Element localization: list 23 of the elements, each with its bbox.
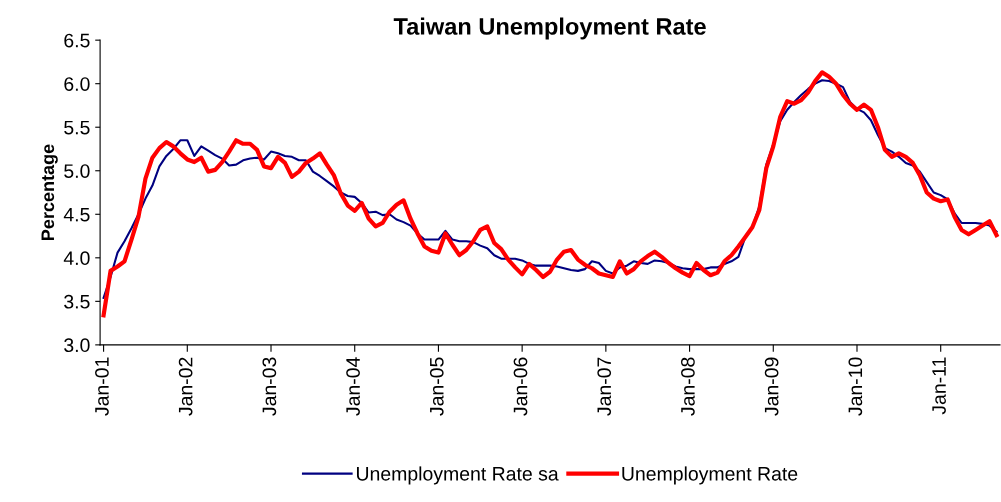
chart-title: Taiwan Unemployment Rate [393,17,706,40]
y-tick-label: 3.0 [64,338,90,353]
x-tick-label: Jan-09 [764,357,779,416]
x-tick-label: Jan-08 [681,357,695,416]
x-tick-label: Jan-03 [262,357,277,416]
y-tick-label: 5.5 [64,120,90,135]
x-tick-label: Jan-01 [95,357,109,416]
y-tick-label: 3.5 [64,294,90,309]
y-tick-label: 6.5 [64,33,90,48]
x-tick-label: Jan-10 [848,357,863,416]
x-tick-label: Jan-02 [178,357,193,416]
x-tick-label: Jan-05 [429,357,444,416]
x-tick-label: Jan-07 [597,357,612,416]
y-tick-label: 4.5 [63,207,90,222]
x-tick-label: Jan-06 [513,357,528,416]
legend-label: Unemployment Rate sa [356,466,559,485]
y-tick-label: 4.0 [63,251,90,266]
x-tick-label: Jan-11 [932,357,946,415]
y-axis-title: Percentage [41,144,58,240]
legend-label: Unemployment Rate [622,466,798,485]
y-tick-label: 6.0 [64,77,90,91]
y-tick-label: 5.0 [64,164,90,178]
x-tick-label: Jan-04 [346,357,360,416]
